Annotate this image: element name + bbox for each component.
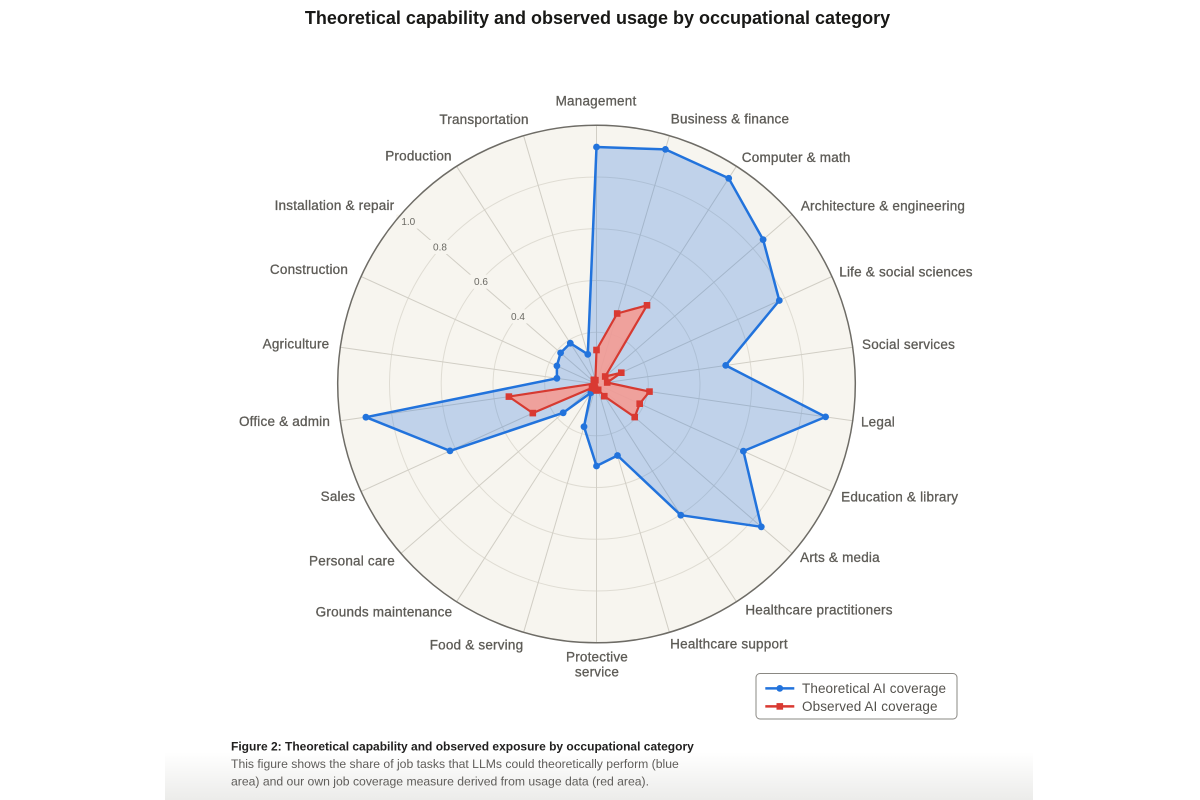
svg-text:0.6: 0.6 [474, 277, 488, 288]
svg-text:1.0: 1.0 [401, 217, 415, 228]
svg-text:Education & library: Education & library [841, 490, 958, 505]
svg-text:Life & social sciences: Life & social sciences [839, 265, 973, 280]
svg-text:Business & finance: Business & finance [671, 112, 789, 127]
svg-text:service: service [575, 665, 619, 680]
svg-text:Figure 2: Theoretical capabili: Figure 2: Theoretical capability and obs… [231, 740, 694, 754]
svg-text:Agriculture: Agriculture [263, 337, 330, 352]
svg-text:Theoretical AI coverage: Theoretical AI coverage [802, 681, 946, 696]
svg-text:Management: Management [556, 94, 637, 109]
svg-text:Transportation: Transportation [439, 112, 528, 127]
svg-text:Computer & math: Computer & math [742, 150, 851, 165]
svg-text:Food & serving: Food & serving [430, 638, 524, 653]
svg-text:0.8: 0.8 [433, 243, 447, 254]
svg-text:Healthcare practitioners: Healthcare practitioners [745, 603, 892, 618]
svg-text:Healthcare support: Healthcare support [670, 637, 788, 652]
svg-text:Grounds maintenance: Grounds maintenance [316, 605, 453, 620]
svg-text:Installation & repair: Installation & repair [275, 198, 395, 213]
svg-text:Arts & media: Arts & media [800, 550, 880, 565]
svg-text:Personal care: Personal care [309, 554, 395, 569]
svg-text:Theoretical capability and obs: Theoretical capability and observed usag… [305, 8, 890, 28]
svg-text:Legal: Legal [861, 415, 895, 430]
svg-text:This figure shows the share of: This figure shows the share of job tasks… [231, 757, 679, 771]
svg-text:Protective: Protective [566, 650, 628, 665]
svg-text:Construction: Construction [270, 262, 348, 277]
svg-text:area) and our own job coverage: area) and our own job coverage measure d… [231, 774, 649, 788]
svg-text:Social services: Social services [862, 337, 955, 352]
svg-text:Production: Production [385, 149, 452, 164]
svg-text:Observed AI coverage: Observed AI coverage [802, 699, 938, 714]
svg-text:Sales: Sales [321, 489, 356, 504]
svg-text:Office & admin: Office & admin [239, 414, 330, 429]
svg-text:Architecture & engineering: Architecture & engineering [801, 199, 965, 214]
svg-text:0.4: 0.4 [511, 312, 525, 323]
